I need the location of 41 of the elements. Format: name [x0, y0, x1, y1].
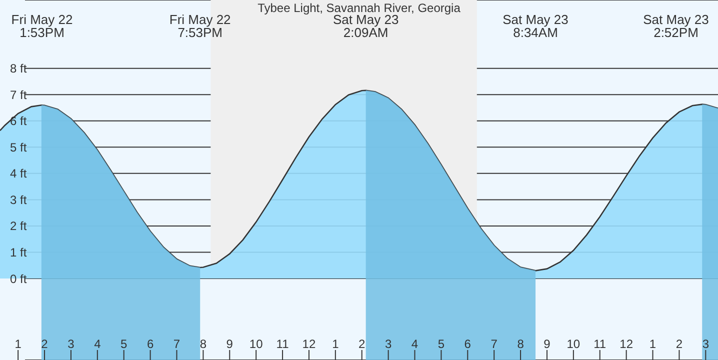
x-tick-label: 1 — [649, 337, 656, 351]
x-tick-label: 5 — [120, 337, 128, 351]
annotation: Sat May 23 2:52PM — [642, 12, 710, 40]
annotation: Fri May 22 1:53PM — [10, 12, 74, 40]
x-tick-label: 3 — [68, 337, 75, 351]
x-tick-label: 11 — [276, 337, 290, 351]
x-tick-label: 8 — [200, 337, 207, 351]
x-tick-label: 12 — [620, 337, 634, 351]
x-tick-label: 4 — [411, 337, 418, 351]
y-tick-label: 3 ft — [10, 192, 28, 207]
x-tick-label: 3 — [384, 337, 392, 351]
y-tick-label: 5 ft — [10, 140, 28, 154]
annotation: Sat May 23 8:34AM — [502, 12, 570, 40]
x-tick-label: 9 — [226, 337, 234, 351]
x-tick-label: 6 — [464, 337, 472, 351]
x-tick-label: 10 — [249, 337, 264, 351]
annotation: Sat May 23 2:09AM — [332, 12, 399, 40]
x-tick-label: 4 — [94, 337, 102, 351]
x-tick-label: 11 — [594, 337, 606, 351]
annotation: Fri May 22 7:53PM — [168, 12, 232, 40]
x-tick-label: 9 — [544, 337, 551, 351]
x-tick-label: 7 — [490, 337, 498, 351]
y-tick-label: 7 ft — [10, 88, 28, 102]
x-tick-label: 7 — [173, 337, 180, 351]
x-tick-label: 8 — [517, 337, 524, 351]
x-tick-label: 2 — [41, 337, 48, 351]
x-tick-label: 10 — [566, 337, 580, 351]
x-tick-label: 6 — [146, 337, 154, 351]
x-tick-label: 1 — [14, 337, 22, 351]
y-tick-label: 2 ft — [10, 219, 28, 234]
y-tick-label: 1 ft — [10, 246, 28, 260]
chart-title: Tybee Light, Savannah River, Georgia — [258, 1, 460, 15]
y-tick-label: 0 ft — [10, 272, 28, 286]
x-tick-label: 12 — [302, 337, 316, 351]
x-tick-label: 2 — [358, 337, 366, 351]
x-tick-label: 1 — [332, 337, 340, 351]
x-tick-label: 3 — [702, 337, 710, 351]
x-tick-label: 5 — [438, 337, 445, 351]
y-tick-label: 4 ft — [10, 166, 28, 181]
x-tick-label: 2 — [676, 337, 683, 351]
y-tick-label: 8 ft — [10, 62, 28, 76]
